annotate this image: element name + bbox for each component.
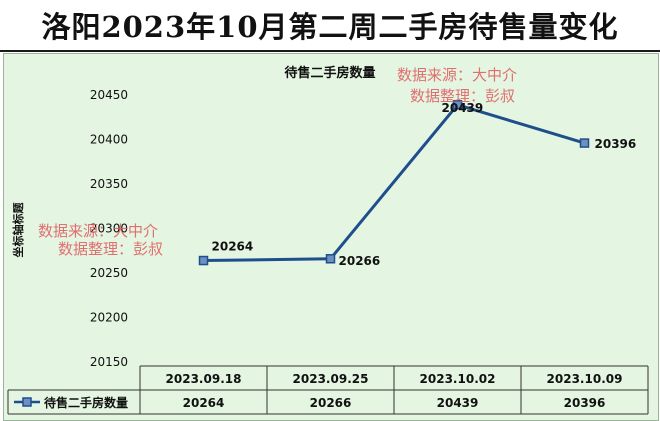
y-tick-label: 20400 — [90, 133, 128, 147]
y-axis-label: 坐标轴标题 — [11, 202, 25, 258]
data-label: 20396 — [595, 137, 637, 151]
x-category-label: 2023.10.02 — [420, 372, 496, 386]
plot-panel — [3, 53, 659, 421]
watermark-editor-text: 数据整理：彭叔 — [410, 87, 515, 105]
series-line — [203, 103, 585, 263]
table-value-cell: 20266 — [310, 396, 352, 410]
x-category-label: 2023.10.09 — [547, 372, 623, 386]
data-point-marker — [198, 255, 209, 266]
watermark-source-text: 数据来源：大中介 — [397, 66, 517, 84]
legend-label: 待售二手房数量 — [44, 395, 128, 410]
data-label: 20439 — [442, 101, 484, 115]
title-bar: 洛阳2023年10月第二周二手房待售量变化 — [0, 0, 660, 52]
watermark-editor-text: 数据整理：彭叔 — [58, 240, 163, 258]
series-line-group — [198, 100, 590, 266]
y-tick-label: 20200 — [90, 311, 128, 325]
table-value-cell: 20439 — [437, 396, 479, 410]
data-label: 20266 — [339, 254, 381, 268]
x-category-label: 2023.09.18 — [166, 372, 242, 386]
y-axis-ticks: 20150 20200 20250 20300 20350 20400 20450 — [90, 88, 128, 369]
main-title: 洛阳2023年10月第二周二手房待售量变化 — [41, 10, 619, 44]
y-tick-label: 20450 — [90, 88, 128, 102]
x-category-label: 2023.09.25 — [293, 372, 369, 386]
table-value-cell: 20264 — [183, 396, 225, 410]
y-tick-label: 20300 — [90, 222, 128, 236]
chart-title: 待售二手房数量 — [283, 65, 375, 81]
data-table: 2023.09.18 2023.09.25 2023.10.02 2023.10.09… — [7, 365, 649, 415]
data-point-marker — [452, 100, 463, 110]
legend-marker-key — [22, 397, 32, 407]
data-point-marker — [325, 254, 336, 264]
watermark-source-text: 数据来源：大中介 — [38, 222, 158, 240]
data-label: 20264 — [212, 240, 254, 254]
y-tick-label: 20350 — [90, 177, 128, 191]
data-labels: 20264 20266 20439 20396 — [212, 101, 637, 268]
y-tick-label: 20250 — [90, 266, 128, 280]
data-point-marker — [579, 138, 590, 148]
table-value-cell: 20396 — [564, 396, 606, 410]
y-tick-label: 20150 — [90, 355, 128, 369]
